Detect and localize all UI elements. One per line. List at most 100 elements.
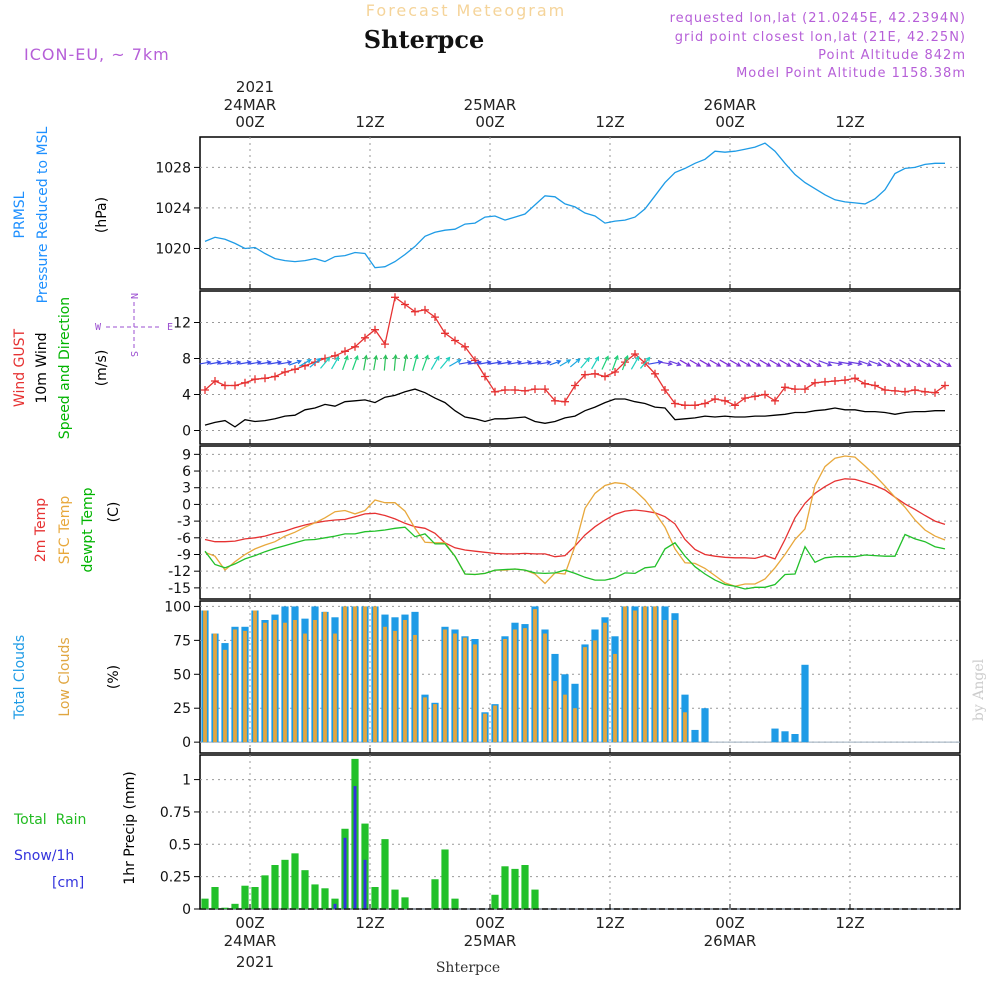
wind-arrow-shaft	[621, 355, 629, 371]
wind-arrow-head	[373, 354, 379, 360]
gust-marker	[481, 372, 489, 381]
bar-total-rain	[211, 887, 219, 909]
wind-arrow-head	[585, 357, 591, 363]
gust-marker	[371, 325, 379, 334]
gust-marker	[721, 396, 729, 405]
gust-marker	[451, 336, 459, 345]
gust-marker	[791, 385, 799, 394]
gust-marker	[411, 307, 419, 316]
wind-arrow	[779, 359, 792, 367]
wind-arrow-head	[796, 362, 802, 367]
series-line-sfc-temp	[204, 455, 946, 587]
wind-arrow	[479, 360, 492, 365]
wind-arrow	[373, 354, 379, 371]
panel-4: 0 25 50 75 100	[164, 599, 961, 754]
wind-arrow-head	[363, 354, 369, 360]
wind-arrow-shaft	[499, 361, 511, 365]
wind-arrow-shaft	[219, 361, 231, 365]
wind-arrow	[729, 359, 742, 367]
gust-marker	[871, 381, 879, 390]
bar-total-rain	[501, 866, 509, 909]
bar-total-rain	[251, 887, 259, 909]
wind-arrow	[288, 359, 302, 366]
wind-arrow-shaft	[838, 361, 852, 365]
wind-arrow	[219, 360, 232, 365]
y-tick-label: 75	[173, 633, 191, 649]
wind-arrow-head	[276, 360, 283, 365]
gust-marker	[771, 396, 779, 405]
gust-marker	[651, 369, 659, 378]
wind-arrow	[789, 359, 802, 367]
low-clouds-label: Low Clouds	[57, 637, 73, 716]
y-tick-label: 0	[182, 902, 191, 918]
wind-arrow-head	[816, 362, 822, 367]
wind-arrow-shaft	[818, 360, 832, 366]
wind-unit-label: (m/s)	[94, 350, 110, 387]
wind-arrow-head	[325, 356, 331, 362]
wind-arrow	[868, 360, 883, 367]
wind-arrow-head	[216, 360, 222, 365]
y-tick-label: 50	[173, 667, 191, 683]
wind-arrow-shaft	[518, 361, 532, 365]
page-title: Shterpce	[364, 25, 484, 54]
wind-arrow-head	[546, 360, 552, 366]
wind-arrow	[449, 359, 462, 367]
wind-arrow	[818, 360, 833, 367]
wind-arrow	[518, 360, 533, 365]
gust-marker	[351, 342, 359, 351]
gust-marker	[431, 313, 439, 322]
wind-arrow	[412, 353, 419, 372]
gust-marker	[211, 377, 219, 385]
bar-low-clouds	[293, 620, 297, 743]
y-tick-label: 0	[182, 735, 191, 751]
wind-arrow-head	[604, 355, 609, 361]
bar-total-rain	[221, 907, 229, 909]
wind-arrow-head	[706, 362, 712, 367]
wind-arrow-head	[516, 360, 523, 365]
bar-total-rain	[491, 894, 499, 909]
bar-low-clouds	[263, 622, 267, 743]
clouds-unit-label: (%)	[106, 665, 122, 689]
wind-arrow	[249, 360, 262, 365]
wind-arrow-shaft	[489, 361, 501, 365]
y-tick-label: 3	[182, 481, 191, 497]
bar-low-clouds	[373, 606, 377, 743]
gust-marker	[851, 374, 859, 383]
top-year-label: 2021	[236, 78, 274, 96]
model-point-altitude: Model Point Altitude 1158.38m	[736, 66, 966, 81]
bar-low-clouds	[413, 634, 417, 743]
wind-arrow-shaft	[729, 359, 741, 367]
wind-arrow-head	[256, 360, 262, 365]
y-tick-label: 8	[182, 352, 191, 368]
wind-arrow	[309, 357, 322, 368]
wind-arrow-head	[786, 362, 792, 367]
y-tick-label: 0.75	[160, 805, 191, 821]
top-tick-label: 00Z	[235, 113, 264, 131]
wind-arrow	[799, 359, 812, 367]
wind-arrow-shaft	[269, 361, 281, 365]
wind-arrow-head	[556, 359, 562, 365]
y-tick-label: 1	[182, 773, 191, 789]
wind-arrow-head	[716, 362, 722, 367]
wind-arrow-head	[624, 354, 629, 361]
y-tick-label: -9	[177, 547, 191, 563]
bar-low-clouds	[583, 647, 587, 743]
wind-arrow	[689, 359, 702, 367]
wind-arrow-head	[287, 360, 293, 365]
gust-marker	[231, 381, 239, 390]
wind-arrow	[679, 359, 692, 367]
wind-arrow	[749, 359, 762, 367]
wind-arrow	[509, 360, 523, 365]
wind-arrow	[658, 361, 673, 367]
wind-arrow	[403, 353, 409, 371]
wind-arrow-head	[536, 360, 542, 365]
temp-2m-label: 2m Temp	[33, 498, 49, 562]
wind-arrow-shaft	[383, 355, 387, 371]
gust-marker	[381, 340, 389, 349]
wind-arrow-head	[827, 361, 833, 367]
pressure-unit-label: (hPa)	[94, 197, 110, 233]
gust-marker	[241, 378, 249, 387]
bar-low-clouds	[563, 694, 567, 743]
wind-arrow	[559, 359, 572, 367]
